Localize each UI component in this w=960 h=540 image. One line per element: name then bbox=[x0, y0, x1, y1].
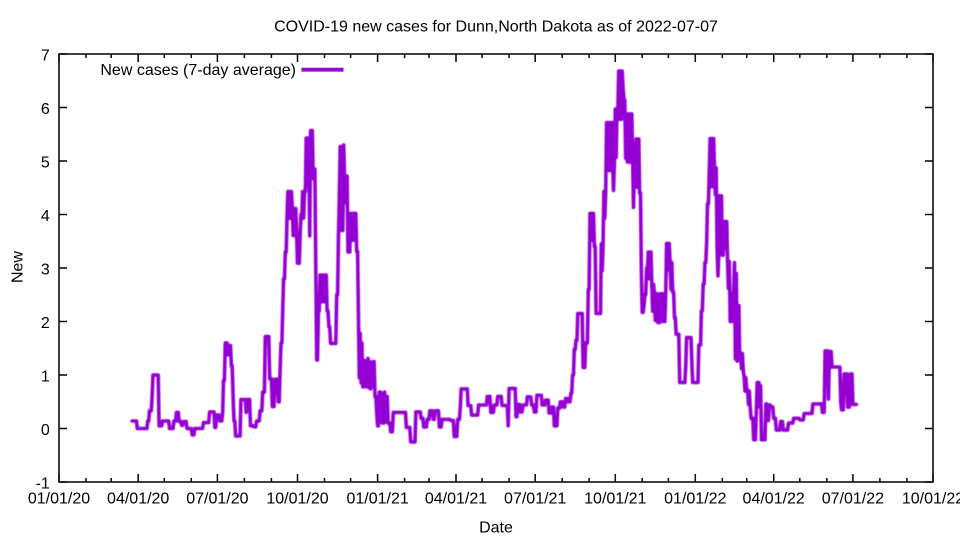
svg-text:New: New bbox=[10, 251, 27, 283]
svg-text:New cases (7-day average): New cases (7-day average) bbox=[100, 62, 296, 79]
svg-text:0: 0 bbox=[41, 422, 50, 439]
svg-text:4: 4 bbox=[41, 208, 50, 225]
svg-text:01/01/21: 01/01/21 bbox=[346, 491, 408, 508]
svg-text:-1: -1 bbox=[36, 476, 50, 493]
svg-text:COVID-19 new cases for Dunn,No: COVID-19 new cases for Dunn,North Dakota… bbox=[274, 19, 718, 36]
svg-text:04/01/22: 04/01/22 bbox=[743, 491, 805, 508]
svg-text:10/01/20: 10/01/20 bbox=[266, 491, 328, 508]
svg-text:07/01/21: 07/01/21 bbox=[504, 491, 566, 508]
svg-text:07/01/22: 07/01/22 bbox=[822, 491, 884, 508]
svg-text:10/01/22: 10/01/22 bbox=[902, 491, 960, 508]
svg-text:6: 6 bbox=[41, 101, 50, 118]
svg-text:7: 7 bbox=[41, 48, 50, 65]
svg-text:Date: Date bbox=[479, 520, 513, 537]
svg-text:2: 2 bbox=[41, 315, 50, 332]
svg-text:1: 1 bbox=[41, 369, 50, 386]
svg-text:5: 5 bbox=[41, 155, 50, 172]
svg-text:3: 3 bbox=[41, 262, 50, 279]
svg-text:01/01/22: 01/01/22 bbox=[664, 491, 726, 508]
svg-text:10/01/21: 10/01/21 bbox=[584, 491, 646, 508]
svg-text:04/01/21: 04/01/21 bbox=[425, 491, 487, 508]
svg-text:01/01/20: 01/01/20 bbox=[28, 491, 90, 508]
svg-text:04/01/20: 04/01/20 bbox=[107, 491, 169, 508]
svg-text:07/01/20: 07/01/20 bbox=[186, 491, 248, 508]
